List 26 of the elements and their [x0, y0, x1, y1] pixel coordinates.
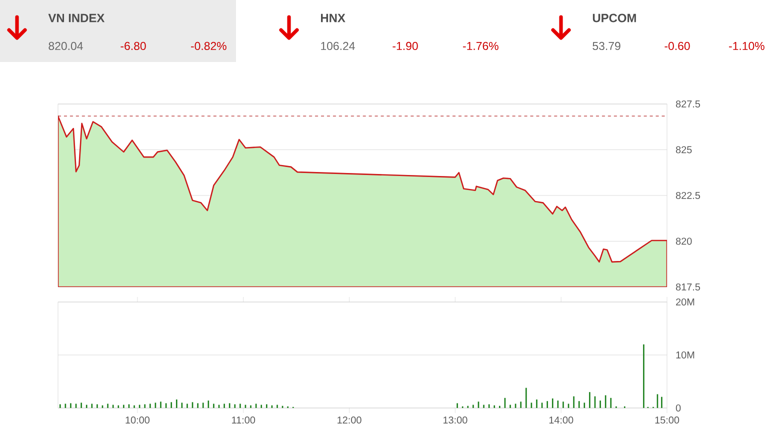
y-tick-label: 825	[676, 146, 692, 154]
y-tick-label: 0	[676, 404, 681, 412]
x-tick-label: 12:00	[338, 416, 362, 424]
y-tick-label: 822.5	[676, 192, 700, 200]
y-tick-label: 10M	[676, 351, 694, 359]
text: 820.04	[48, 42, 83, 50]
text: VN INDEX	[48, 14, 105, 22]
x-tick-label: 10:00	[126, 416, 150, 424]
y-tick-label: 820	[676, 238, 692, 245]
x-tick-label: 15:00	[655, 416, 680, 424]
text: -0.82%	[191, 42, 226, 50]
text: 106.24	[321, 42, 355, 50]
text: UPCOM	[592, 14, 636, 22]
text: -1.10%	[729, 42, 764, 50]
y-tick-label: 827.5	[676, 100, 700, 108]
x-tick-label: 14:00	[549, 416, 574, 424]
text: HNX	[321, 14, 346, 22]
text: 53.79	[592, 42, 620, 50]
text: -1.76%	[463, 42, 498, 50]
x-tick-label: 11:00	[232, 416, 256, 424]
text: -0.60	[664, 42, 690, 50]
y-tick-label: 817.5	[676, 283, 700, 291]
text: -6.80	[120, 42, 146, 50]
x-tick-label: 13:00	[443, 416, 468, 424]
y-tick-label: 20M	[676, 298, 694, 306]
text: -1.90	[392, 42, 418, 50]
